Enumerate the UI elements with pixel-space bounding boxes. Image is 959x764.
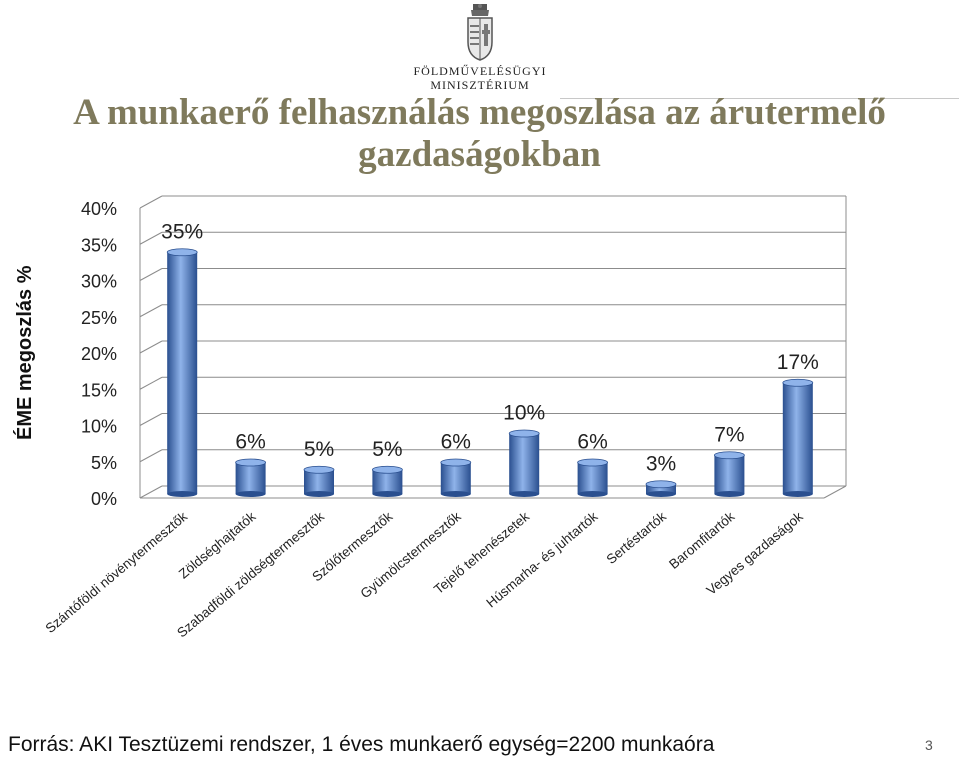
slide-title-line2: gazdaságokban — [358, 134, 601, 175]
ministry-logo — [420, 0, 540, 96]
data-label: 6% — [235, 431, 265, 454]
x-tick-label: Sertéstartók — [604, 509, 670, 567]
grid-depth-line — [139, 340, 163, 354]
bar-base — [646, 491, 676, 497]
header-rule — [560, 98, 959, 99]
x-tick-label: Szántóföldi növénytermesztők — [43, 509, 191, 636]
x-tick-label: Húsmarha- és juhtartók — [483, 509, 600, 611]
bar-base — [509, 491, 540, 497]
source-footnote: Forrás: AKI Tesztüzemi rendszer, 1 éves … — [8, 733, 715, 756]
y-tick-label: 5% — [91, 453, 117, 473]
bar-base — [440, 491, 471, 497]
grid-depth-line — [139, 195, 163, 209]
bar — [304, 469, 334, 494]
data-label: 17% — [777, 351, 819, 374]
bar-top — [371, 465, 403, 474]
data-label: 6% — [577, 431, 607, 454]
bar-base — [714, 491, 745, 497]
bar — [782, 382, 813, 494]
bar-top — [235, 458, 267, 467]
bar-top — [440, 458, 472, 467]
y-tick-label: 40% — [81, 199, 117, 219]
x-tick-label: Baromfitartók — [666, 509, 737, 572]
bar-base — [577, 491, 608, 497]
bar-top — [577, 458, 608, 467]
grid-depth-line — [139, 413, 163, 426]
bar-top — [645, 480, 677, 489]
data-label: 5% — [304, 438, 334, 461]
bar-top — [508, 429, 540, 438]
bar — [509, 433, 540, 494]
grid-depth-line — [139, 231, 163, 245]
y-tick-label: 10% — [81, 417, 117, 437]
bar — [440, 462, 471, 494]
y-tick-label: 35% — [81, 235, 117, 255]
bar-base — [782, 491, 813, 497]
bar — [167, 252, 198, 494]
bar — [646, 484, 676, 494]
data-label: 5% — [372, 438, 402, 461]
data-label: 6% — [441, 431, 471, 454]
y-tick-label: 15% — [81, 380, 117, 400]
bar — [714, 455, 745, 494]
bar-top — [303, 465, 335, 474]
y-tick-label: 30% — [81, 272, 117, 292]
bar — [372, 469, 403, 494]
grid-depth-line — [139, 376, 163, 390]
bar-top — [166, 248, 198, 257]
grid-depth-line — [139, 304, 163, 318]
slide-title: A munkaerő felhasználás megoszlása az ár… — [0, 92, 959, 176]
bar-base — [304, 491, 334, 497]
ministry-name-line2: Minisztérium — [430, 78, 530, 92]
y-tick-label: 0% — [91, 489, 117, 509]
bar-base — [372, 491, 403, 497]
bar-base — [167, 491, 198, 497]
bar — [577, 462, 608, 494]
bar-base — [235, 491, 266, 497]
data-label: 35% — [161, 220, 203, 243]
data-label: 10% — [503, 402, 545, 425]
grid-depth-line — [139, 449, 163, 463]
ministry-name: Földművelésügyi Minisztérium — [410, 64, 550, 92]
x-tick-label: Szabadföldi zöldségtermesztők — [174, 509, 327, 641]
bar-chart: 0% 5% 10% 15% 20% 25% 30% 35% 40% 35% Szántóföldi … — [43, 195, 847, 641]
data-label: 3% — [646, 452, 676, 475]
coat-of-arms-icon — [467, 4, 493, 61]
grid-depth-line — [139, 268, 163, 281]
floor-right-edge — [823, 485, 847, 499]
bar-top — [714, 451, 745, 460]
bar — [235, 462, 266, 494]
grid-depth-line — [139, 485, 163, 499]
y-tick-label: 20% — [81, 344, 117, 364]
slide-title-line1: A munkaerő felhasználás megoszlása az ár… — [73, 92, 886, 133]
y-tick-label: 25% — [81, 308, 117, 328]
page-number: 3 — [925, 737, 933, 753]
bar-top — [782, 378, 814, 387]
data-label: 7% — [714, 423, 744, 446]
ministry-name-line1: Földművelésügyi — [413, 64, 547, 78]
